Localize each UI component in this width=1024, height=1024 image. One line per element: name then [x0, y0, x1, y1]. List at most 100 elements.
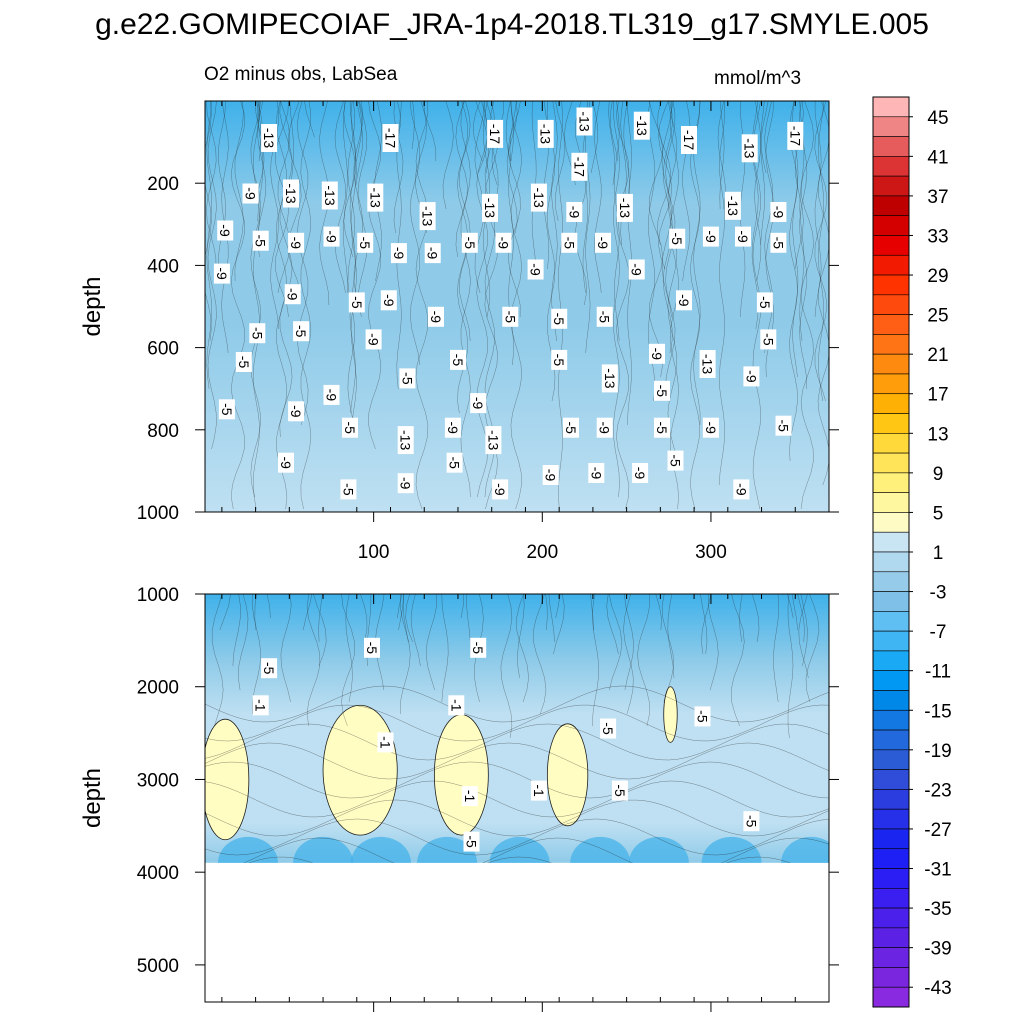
contour-line [302, 594, 313, 631]
contour-line [459, 594, 464, 619]
svg-text:-9: -9 [445, 421, 461, 434]
y-tick-label: 3000 [137, 770, 179, 791]
contour-label: -5 [235, 352, 252, 372]
svg-text:-9: -9 [496, 237, 512, 250]
colorbar-swatch [872, 789, 910, 810]
contour-line [475, 101, 488, 174]
colorbar-swatch [872, 472, 910, 493]
svg-text:-9: -9 [492, 483, 508, 496]
contour-label: -1 [448, 695, 465, 716]
contour-line [256, 101, 262, 162]
svg-text:-5: -5 [654, 385, 670, 398]
svg-text:-9: -9 [324, 389, 340, 402]
svg-text:-5: -5 [597, 311, 613, 324]
contour-line [341, 594, 355, 727]
contour-line [207, 101, 217, 450]
svg-text:-5: -5 [470, 642, 486, 655]
contour-line [230, 101, 245, 510]
contour-line [313, 594, 327, 667]
contour-line [205, 818, 829, 856]
contour-label: -9 [676, 290, 692, 311]
contour-line [739, 594, 743, 643]
contour-line [287, 101, 302, 294]
colorbar-swatch [872, 433, 910, 454]
y-tick-label: 800 [147, 421, 179, 442]
contour-line [304, 101, 315, 138]
contour-label: -9 [542, 465, 559, 485]
contour-label: -9 [770, 202, 787, 222]
svg-text:-5: -5 [219, 403, 235, 416]
svg-text:-1: -1 [462, 790, 478, 803]
contour-label: -13 [537, 119, 554, 148]
contour-line [761, 101, 769, 174]
contour-line [409, 101, 421, 366]
colorbar-swatch [872, 690, 910, 711]
contour-line [257, 101, 264, 222]
colorbar-tick-label: 45 [927, 108, 948, 129]
svg-text:-5: -5 [447, 456, 463, 469]
colorbar-swatch [872, 353, 910, 375]
contour-line [252, 101, 260, 510]
colorbar-tick-label: -15 [924, 701, 951, 722]
colorbar-tick-label: 9 [933, 464, 944, 485]
contour-label: -5 [694, 706, 711, 727]
contour-label: -13 [419, 202, 436, 231]
contour-line [211, 594, 224, 727]
contour-label: -9 [595, 232, 611, 253]
svg-text:-13: -13 [485, 430, 501, 450]
contour-label: -5 [551, 349, 568, 370]
svg-text:-9: -9 [595, 237, 611, 250]
colorbar-swatch [872, 907, 910, 929]
contour-line [342, 101, 348, 294]
contour-line [649, 101, 663, 378]
contour-label: -5 [551, 308, 568, 329]
x-tick-label: 300 [695, 542, 727, 563]
contour-line [509, 101, 517, 162]
svg-text:-5: -5 [357, 237, 373, 250]
contour-line [506, 101, 518, 234]
contour-label: -9 [365, 329, 382, 350]
lower-frame [204, 593, 830, 1003]
contour-line [623, 101, 630, 210]
contour-line [205, 685, 829, 723]
contour-line [402, 594, 409, 643]
y-axis-label: depth [79, 768, 106, 828]
colorbar-swatch [872, 175, 910, 197]
contour-line [205, 723, 829, 761]
colorbar-swatch [872, 670, 910, 691]
contour-line [754, 101, 762, 282]
contour-line [544, 594, 548, 631]
colorbar-tick-label: -19 [924, 741, 951, 762]
colorbar-tick-label: -43 [924, 978, 951, 999]
contour-line [765, 101, 774, 378]
colorbar-tick-label: -23 [924, 780, 951, 801]
contour-label: -5 [470, 637, 487, 658]
contour-label: -9 [702, 417, 719, 438]
contour-line [205, 742, 829, 780]
contour-line [411, 101, 415, 150]
svg-text:-17: -17 [571, 157, 587, 177]
colorbar-tick-label: -7 [930, 622, 947, 643]
contour-label: -17 [571, 152, 588, 181]
colorbar-swatch [872, 413, 910, 434]
svg-text:-5: -5 [342, 421, 358, 434]
contour-line [474, 101, 485, 294]
contour-label: -9 [213, 263, 230, 284]
contour-line [543, 101, 550, 270]
contour-line [701, 594, 712, 655]
colorbar-swatch [872, 808, 910, 830]
colorbar-tick-label: 21 [927, 345, 948, 366]
colorbar-swatch [872, 630, 910, 652]
contour-line [554, 101, 566, 222]
contour-label: -5 [252, 230, 269, 251]
contour-line [232, 594, 241, 667]
units-label: mmol/m^3 [714, 68, 802, 89]
contour-line [257, 101, 267, 258]
svg-text:-13: -13 [577, 111, 593, 131]
contour-line [353, 101, 364, 318]
colorbar-swatch [872, 215, 910, 236]
svg-text:-9: -9 [733, 483, 749, 496]
svg-text:-9: -9 [278, 456, 294, 469]
contour-line [360, 594, 368, 643]
colorbar-swatch [872, 709, 910, 731]
